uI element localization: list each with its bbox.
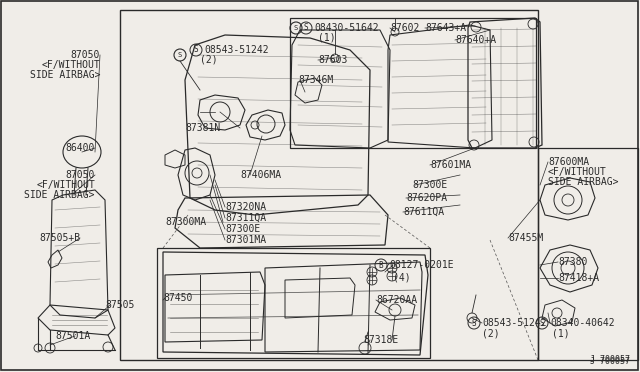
Text: 08127-0201E: 08127-0201E — [389, 260, 454, 270]
Text: S: S — [540, 318, 544, 327]
Text: 87620PA: 87620PA — [406, 193, 447, 203]
Text: 87050: 87050 — [70, 50, 100, 60]
Text: 87602: 87602 — [390, 23, 419, 33]
Text: SIDE AIRBAG>: SIDE AIRBAG> — [29, 70, 100, 80]
Text: (2): (2) — [482, 328, 500, 338]
Text: (1): (1) — [318, 33, 335, 43]
Text: 87301MA: 87301MA — [225, 235, 266, 245]
Text: 87300E: 87300E — [225, 224, 260, 234]
Text: 08543-51242: 08543-51242 — [204, 45, 269, 55]
Text: 08340-40642: 08340-40642 — [550, 318, 614, 328]
Text: S: S — [294, 25, 298, 31]
Text: (4): (4) — [393, 273, 411, 283]
Text: J 700057: J 700057 — [590, 357, 630, 366]
Text: SIDE AIRBAG>: SIDE AIRBAG> — [24, 190, 95, 200]
Text: 87418+A: 87418+A — [558, 273, 599, 283]
Text: 87640+A: 87640+A — [455, 35, 496, 45]
Text: S: S — [178, 52, 182, 58]
Text: 87318E: 87318E — [363, 335, 398, 345]
Text: 87505+B: 87505+B — [39, 233, 80, 243]
Text: 87450: 87450 — [163, 293, 193, 303]
Text: <F/WITHOUT: <F/WITHOUT — [36, 180, 95, 190]
Text: (2): (2) — [200, 55, 218, 65]
Text: 87380: 87380 — [558, 257, 588, 267]
Text: 87603: 87603 — [318, 55, 348, 65]
Text: 87643+A: 87643+A — [425, 23, 466, 33]
Text: 87406MA: 87406MA — [240, 170, 281, 180]
Text: 87050: 87050 — [66, 170, 95, 180]
Text: S: S — [194, 45, 198, 55]
Text: 08430-51642: 08430-51642 — [314, 23, 379, 33]
Text: 87311QA: 87311QA — [225, 213, 266, 223]
Text: J 700057: J 700057 — [590, 356, 630, 365]
Text: 87381N: 87381N — [185, 123, 220, 133]
Text: 87300E: 87300E — [412, 180, 447, 190]
Text: 87601MA: 87601MA — [430, 160, 471, 170]
Text: 87300MA: 87300MA — [165, 217, 206, 227]
Text: 86720AA: 86720AA — [376, 295, 417, 305]
Text: (1): (1) — [552, 328, 570, 338]
Text: B: B — [379, 260, 383, 269]
Text: S: S — [304, 23, 308, 32]
Text: 87611QA: 87611QA — [403, 207, 444, 217]
Text: 87505: 87505 — [105, 300, 134, 310]
Text: 87320NA: 87320NA — [225, 202, 266, 212]
Text: 86400: 86400 — [66, 143, 95, 153]
Text: 87600MA: 87600MA — [548, 157, 589, 167]
Text: 87501A: 87501A — [55, 331, 90, 341]
Text: S: S — [472, 318, 476, 327]
Text: 08543-51242: 08543-51242 — [482, 318, 547, 328]
Text: SIDE AIRBAG>: SIDE AIRBAG> — [548, 177, 618, 187]
Text: 87455M: 87455M — [508, 233, 543, 243]
Text: <F/WITHOUT: <F/WITHOUT — [548, 167, 607, 177]
Text: <F/WITHOUT: <F/WITHOUT — [41, 60, 100, 70]
Text: 87346M: 87346M — [298, 75, 333, 85]
